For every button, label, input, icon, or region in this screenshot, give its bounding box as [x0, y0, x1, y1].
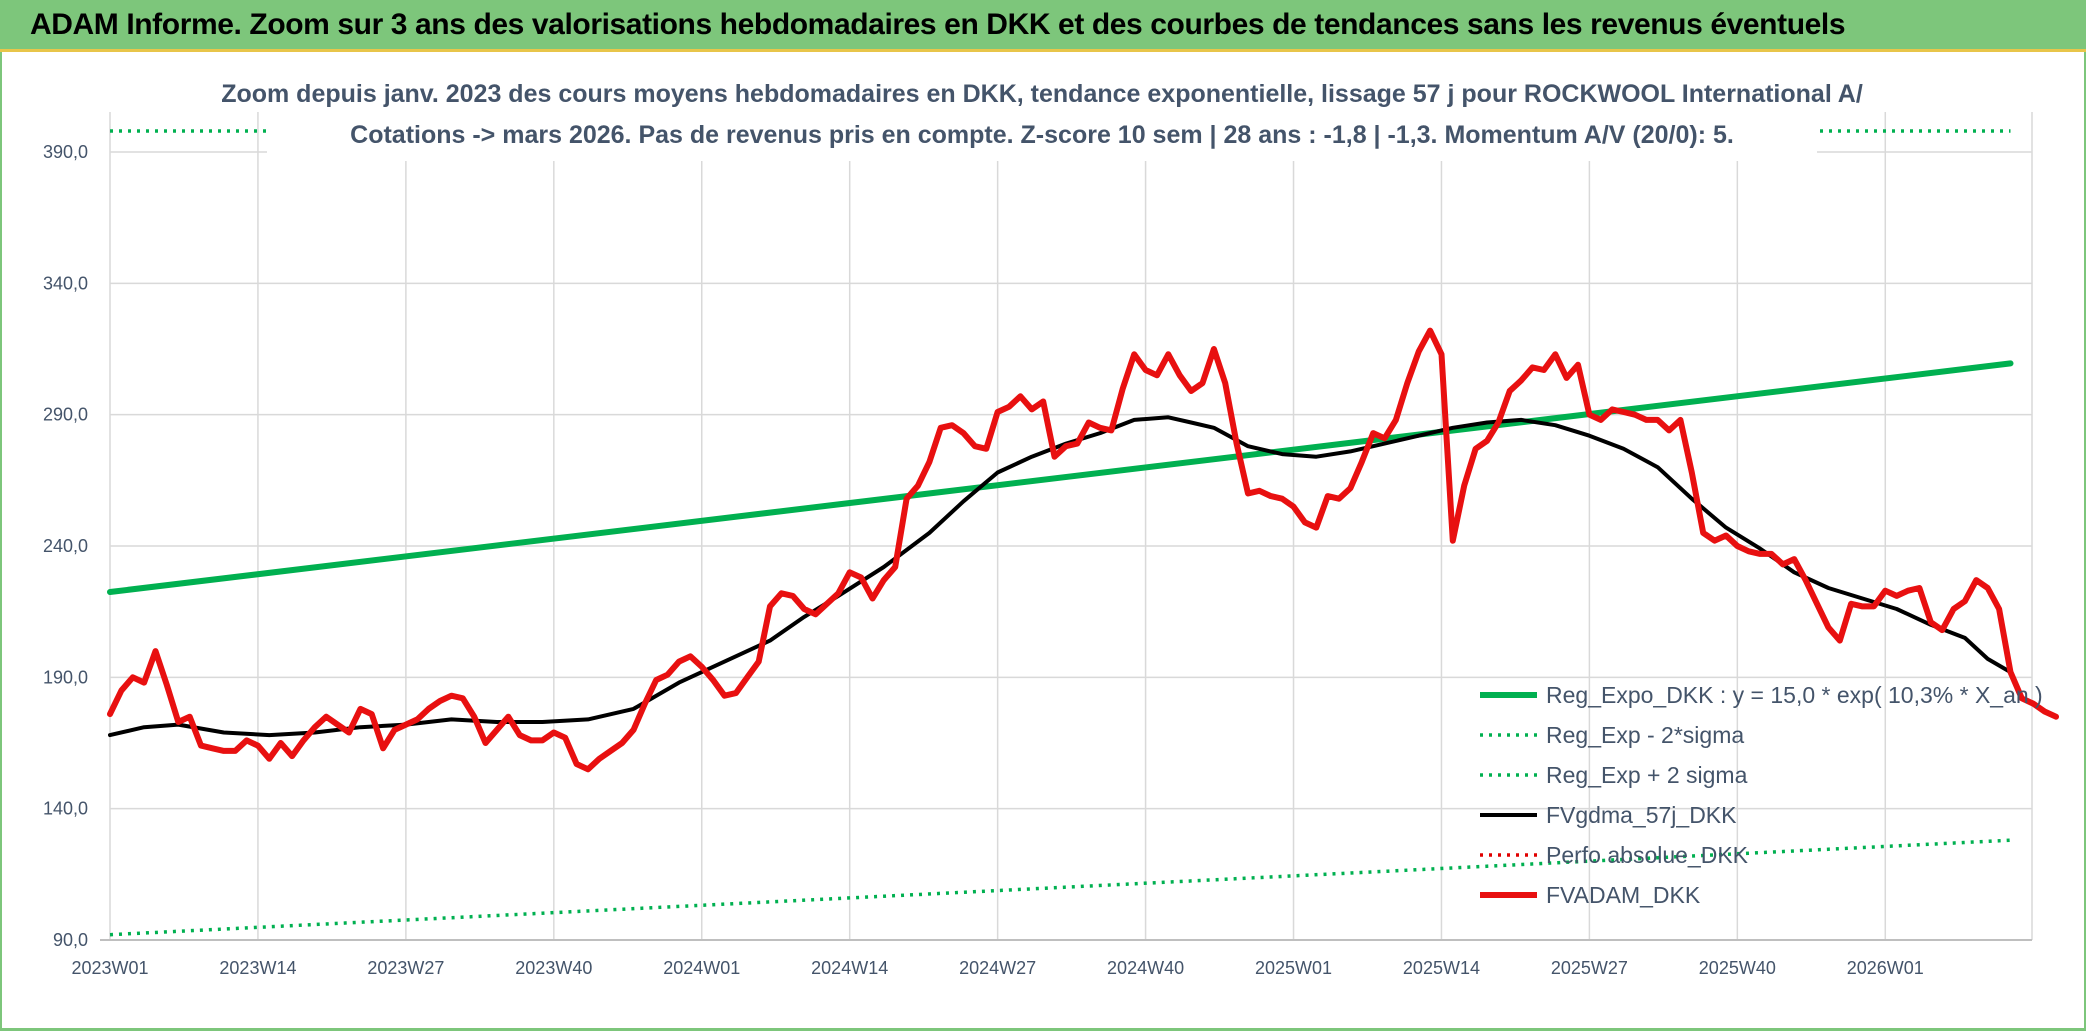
x-tick-label: 2025W27: [1551, 958, 1628, 978]
x-tick-label: 2025W01: [1255, 958, 1332, 978]
series-layer: [107, 129, 2059, 937]
series-line-5: [107, 327, 2059, 773]
x-tick-label: 2023W14: [219, 958, 296, 978]
y-tick-label: 340,0: [43, 273, 88, 293]
x-tick-label: 2023W01: [71, 958, 148, 978]
series-line-1: [109, 838, 2011, 937]
y-tick-label: 290,0: [43, 405, 88, 425]
y-tick-label: 240,0: [43, 536, 88, 556]
legend-label: Reg_Exp - 2*sigma: [1546, 722, 1744, 748]
y-axis: 90,0 140,0 190,0 240,0 290,0 340,0 390,0: [43, 142, 88, 950]
series-line-3: [108, 415, 2013, 738]
legend: Reg_Expo_DKK : y = 15,0 * exp( 10,3% * X…: [1480, 682, 2043, 908]
y-tick-label: 390,0: [43, 142, 88, 162]
x-tick-label: 2025W14: [1403, 958, 1480, 978]
x-tick-label: 2024W01: [663, 958, 740, 978]
line-chart: Zoom depuis janv. 2023 des cours moyens …: [43, 54, 2059, 978]
x-tick-label: 2025W40: [1699, 958, 1776, 978]
chart-subtitle-line-2: Cotations -> mars 2026. Pas de revenus p…: [350, 121, 1734, 149]
legend-label: Reg_Exp + 2 sigma: [1546, 762, 1748, 788]
x-tick-label: 2026W01: [1847, 958, 1924, 978]
page-title: ADAM Informe. Zoom sur 3 ans des valoris…: [30, 8, 1846, 41]
legend-label: FVgdma_57j_DKK: [1546, 802, 1737, 828]
x-tick-label: 2024W14: [811, 958, 888, 978]
x-axis: 2023W01 2023W14 2023W27 2023W40 2024W01 2024W…: [71, 958, 1923, 978]
series-line-0: [107, 360, 2014, 595]
x-tick-label: 2024W27: [959, 958, 1036, 978]
y-tick-label: 140,0: [43, 799, 88, 819]
chart-frame: Zoom depuis janv. 2023 des cours moyens …: [0, 52, 2086, 1031]
y-tick-label: 190,0: [43, 667, 88, 687]
x-tick-label: 2024W40: [1107, 958, 1184, 978]
x-tick-label: 2023W40: [515, 958, 592, 978]
grid-layer: [100, 112, 2033, 941]
chart-subtitle-line-1: Zoom depuis janv. 2023 des cours moyens …: [221, 80, 1863, 108]
x-tick-label: 2023W27: [367, 958, 444, 978]
legend-label: Perfo absolue_DKK: [1546, 842, 1749, 868]
legend-label: Reg_Expo_DKK : y = 15,0 * exp( 10,3% * X…: [1546, 682, 2043, 708]
y-tick-label: 90,0: [53, 930, 88, 950]
legend-label: FVADAM_DKK: [1546, 882, 1701, 908]
header-bar: ADAM Informe. Zoom sur 3 ans des valoris…: [0, 0, 2086, 52]
subtitle-background: [267, 54, 1817, 161]
